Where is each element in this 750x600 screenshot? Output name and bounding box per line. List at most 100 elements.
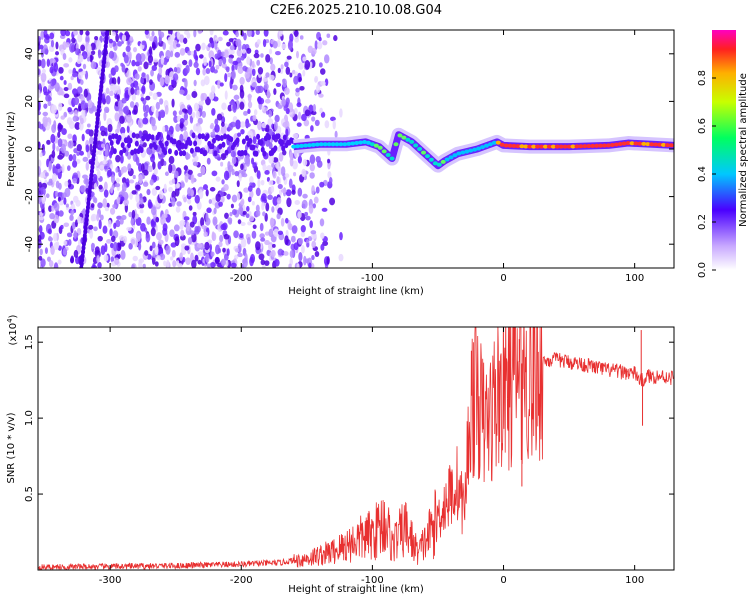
spectrogram-noise-cell xyxy=(311,240,317,249)
spectrogram-noise-cell xyxy=(224,49,229,58)
spectrogram-noise-cell xyxy=(117,41,123,47)
spectrogram-noise-cell xyxy=(76,151,80,156)
spectrogram-noise-cell xyxy=(215,193,221,202)
spectrogram-noise-cell xyxy=(165,245,171,255)
spectrogram-noise-cell xyxy=(284,235,289,246)
spectrogram-noise-cell xyxy=(147,165,153,173)
spectrogram-noise-cell xyxy=(106,239,112,244)
spectrogram-noise-cell xyxy=(252,162,257,169)
spectrogram-noise-cell xyxy=(164,75,171,85)
spectrogram-noise-cell xyxy=(116,123,121,133)
spectrogram-noise-cell xyxy=(242,258,246,265)
spectrogram-noise-cell xyxy=(98,219,102,230)
spectrogram-noise-cell xyxy=(218,58,223,66)
spectrogram-noise-cell xyxy=(297,187,303,197)
spectrogram-noise-cell xyxy=(326,256,330,265)
spectrogram-trend-cell xyxy=(668,143,674,148)
spectrogram-noise-cell xyxy=(171,178,176,184)
spectrogram-noise-cell xyxy=(191,259,197,268)
spectrogram-noise-cell xyxy=(164,171,169,176)
spectrogram-noise-cell xyxy=(149,36,154,42)
spectrogram-noise-cell xyxy=(79,150,84,156)
spectrogram-noise-cell xyxy=(159,98,164,105)
spectrogram-noise-cell xyxy=(205,212,209,223)
spectrogram-noise-cell xyxy=(277,248,284,256)
spectrogram-band-cell xyxy=(180,142,185,149)
spectrogram-noise-cell xyxy=(197,172,203,178)
spectrogram-noise-cell xyxy=(154,245,159,256)
spectrogram-noise-cell xyxy=(327,158,331,164)
spectrogram-trend-cell xyxy=(322,142,328,147)
spectrogram-noise-cell xyxy=(276,146,282,152)
spectrogram-noise-cell xyxy=(96,255,100,264)
spectrogram-noise-cell xyxy=(269,217,275,227)
spectrogram-noise-cell xyxy=(256,59,261,66)
spectrogram-noise-cell xyxy=(289,151,294,160)
spectrogram-noise-cell xyxy=(64,150,70,157)
spectrogram-noise-cell xyxy=(140,222,146,232)
spectrogram-noise-cell xyxy=(189,221,195,228)
spectrogram-noise-cell xyxy=(309,61,313,70)
spectrogram-noise-cell xyxy=(211,231,215,241)
spectrogram-noise-cell xyxy=(47,228,52,235)
spectrogram-trend-cell xyxy=(562,144,568,149)
spectrogram-noise-cell xyxy=(186,32,191,39)
spectrogram-noise-cell xyxy=(155,185,161,191)
spectrogram-noise-cell xyxy=(260,53,264,58)
spectrogram-noise-cell xyxy=(293,171,297,177)
spectrogram-noise-cell xyxy=(194,194,200,204)
spectrogram-noise-cell xyxy=(57,131,61,138)
spectrogram-band-cell xyxy=(139,147,144,154)
spectrogram-noise-cell xyxy=(121,177,127,184)
spectrogram-noise-cell xyxy=(302,69,306,77)
spectrogram-noise-cell xyxy=(80,185,87,193)
spectrogram-noise-cell xyxy=(109,207,116,215)
spectrogram-noise-cell xyxy=(64,30,71,37)
spectrogram-noise-cell xyxy=(293,30,299,38)
spectrogram-noise-cell xyxy=(220,121,225,127)
spectrogram-noise-cell xyxy=(285,97,290,105)
spectrogram-noise-cell xyxy=(69,42,75,53)
spectrogram-noise-cell xyxy=(40,258,46,268)
spectrogram-trend-cell xyxy=(291,144,297,149)
spectrogram-noise-cell xyxy=(38,159,42,168)
spectrogram-noise-cell xyxy=(135,156,140,166)
spectrogram-y-tick-label: 40 xyxy=(24,47,35,60)
spectrogram-noise-cell xyxy=(183,196,187,203)
spectrogram-band-cell xyxy=(134,140,139,147)
spectrogram-noise-cell xyxy=(140,96,145,102)
spectrogram-noise-cell xyxy=(308,262,312,268)
spectrogram-noise-cell xyxy=(53,62,59,73)
spectrogram-trend-cell xyxy=(531,144,537,149)
spectrogram-band-cell xyxy=(193,140,198,147)
spectrogram-noise-cell xyxy=(313,196,319,204)
spectrogram-noise-cell xyxy=(146,188,151,196)
spectrogram-trend-cell xyxy=(464,149,470,154)
spectrogram-noise-cell xyxy=(212,216,218,226)
spectrogram-band-cell xyxy=(153,144,158,151)
spectrogram-noise-cell xyxy=(271,206,275,213)
spectrogram-noise-cell xyxy=(183,165,189,171)
spectrogram-trend-cell xyxy=(303,143,309,148)
spectrogram-noise-cell xyxy=(251,81,257,88)
spectrogram-noise-cell xyxy=(229,100,236,106)
spectrogram-noise-cell xyxy=(246,56,251,65)
spectrogram-band-cell xyxy=(243,149,248,156)
spectrogram-noise-cell xyxy=(240,128,245,135)
spectrogram-noise-cell xyxy=(67,165,71,171)
spectrogram-noise-cell xyxy=(168,155,175,165)
spectrogram-noise-cell xyxy=(261,264,266,268)
spectrogram-noise-cell xyxy=(242,65,248,72)
spectrogram-noise-cell xyxy=(339,108,343,118)
spectrogram-trend-cell xyxy=(389,156,395,161)
spectrogram-noise-cell xyxy=(318,36,322,42)
spectrogram-noise-cell xyxy=(126,125,130,133)
spectrogram-noise-cell xyxy=(145,232,151,243)
spectrogram-trend-cell xyxy=(550,144,556,149)
spectrogram-trend-cell xyxy=(617,142,623,147)
spectrogram-noise-cell xyxy=(142,181,149,187)
spectrogram-noise-cell xyxy=(311,116,316,122)
spectrogram-noise-cell xyxy=(62,52,67,60)
spectrogram-band-cell xyxy=(279,140,284,147)
